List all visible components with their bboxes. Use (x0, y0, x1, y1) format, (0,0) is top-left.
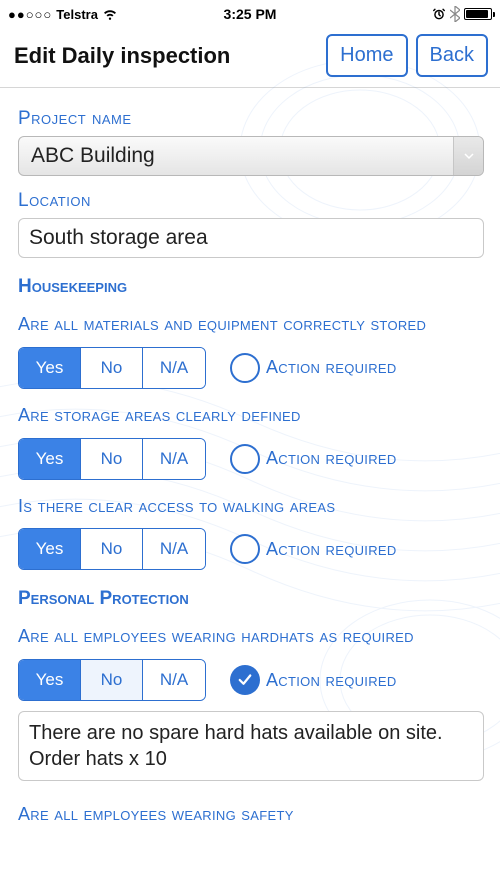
status-left: ●●○○○ Telstra (8, 7, 118, 22)
action-required-label: Action required (266, 448, 397, 469)
segmented-control: Yes No N/A (18, 438, 206, 480)
question-text: Are storage areas clearly defined (18, 401, 484, 430)
question-row: Yes No N/A Action required (18, 438, 484, 480)
action-note-textarea[interactable] (18, 711, 484, 781)
segmented-control: Yes No N/A (18, 659, 206, 701)
location-input[interactable] (18, 218, 484, 258)
status-bar: ●●○○○ Telstra 3:25 PM (0, 0, 500, 28)
back-button[interactable]: Back (416, 34, 488, 77)
action-required-label: Action required (266, 357, 397, 378)
question-row: Yes No N/A Action required (18, 659, 484, 701)
segmented-control: Yes No N/A (18, 347, 206, 389)
nav-header: Edit Daily inspection Home Back (0, 28, 500, 87)
section-header-housekeeping: Housekeeping (18, 276, 484, 298)
segment-na[interactable]: N/A (143, 348, 205, 388)
nav-buttons: Home Back (326, 34, 488, 77)
location-label: Location (18, 190, 484, 212)
radio-empty-icon (230, 534, 260, 564)
section-header-personal-protection: Personal Protection (18, 588, 484, 610)
form-body: Project name ABC Building Location House… (0, 94, 500, 829)
project-name-select[interactable]: ABC Building (18, 136, 484, 176)
segment-na[interactable]: N/A (143, 660, 205, 700)
question-text: Are all employees wearing safety (18, 800, 484, 829)
action-required-toggle[interactable]: Action required (230, 444, 484, 474)
segment-yes[interactable]: Yes (19, 660, 81, 700)
action-required-toggle[interactable]: Action required (230, 665, 484, 695)
action-required-label: Action required (266, 670, 397, 691)
radio-empty-icon (230, 444, 260, 474)
question-text: Are all materials and equipment correctl… (18, 310, 484, 339)
question-row: Yes No N/A Action required (18, 347, 484, 389)
status-right (432, 6, 492, 22)
segment-no[interactable]: No (81, 660, 143, 700)
question-text: Are all employees wearing hardhats as re… (18, 622, 484, 651)
question-row: Yes No N/A Action required (18, 528, 484, 570)
status-time: 3:25 PM (224, 6, 277, 22)
segment-yes[interactable]: Yes (19, 439, 81, 479)
signal-dots: ●●○○○ (8, 7, 52, 22)
segmented-control: Yes No N/A (18, 528, 206, 570)
bluetooth-icon (450, 6, 460, 22)
segment-na[interactable]: N/A (143, 529, 205, 569)
radio-checked-icon (230, 665, 260, 695)
header-divider (0, 87, 500, 88)
segment-no[interactable]: No (81, 348, 143, 388)
action-required-toggle[interactable]: Action required (230, 353, 484, 383)
carrier-label: Telstra (56, 7, 98, 22)
segment-yes[interactable]: Yes (19, 529, 81, 569)
radio-empty-icon (230, 353, 260, 383)
segment-na[interactable]: N/A (143, 439, 205, 479)
alarm-icon (432, 7, 446, 21)
project-name-value: ABC Building (31, 144, 155, 168)
project-name-label: Project name (18, 108, 484, 130)
page-title: Edit Daily inspection (14, 43, 230, 69)
segment-yes[interactable]: Yes (19, 348, 81, 388)
wifi-icon (102, 8, 118, 20)
action-required-toggle[interactable]: Action required (230, 534, 484, 564)
segment-no[interactable]: No (81, 439, 143, 479)
chevron-down-icon (453, 137, 483, 175)
action-required-label: Action required (266, 539, 397, 560)
segment-no[interactable]: No (81, 529, 143, 569)
home-button[interactable]: Home (326, 34, 407, 77)
battery-icon (464, 8, 492, 20)
question-text: Is there clear access to walking areas (18, 492, 484, 521)
